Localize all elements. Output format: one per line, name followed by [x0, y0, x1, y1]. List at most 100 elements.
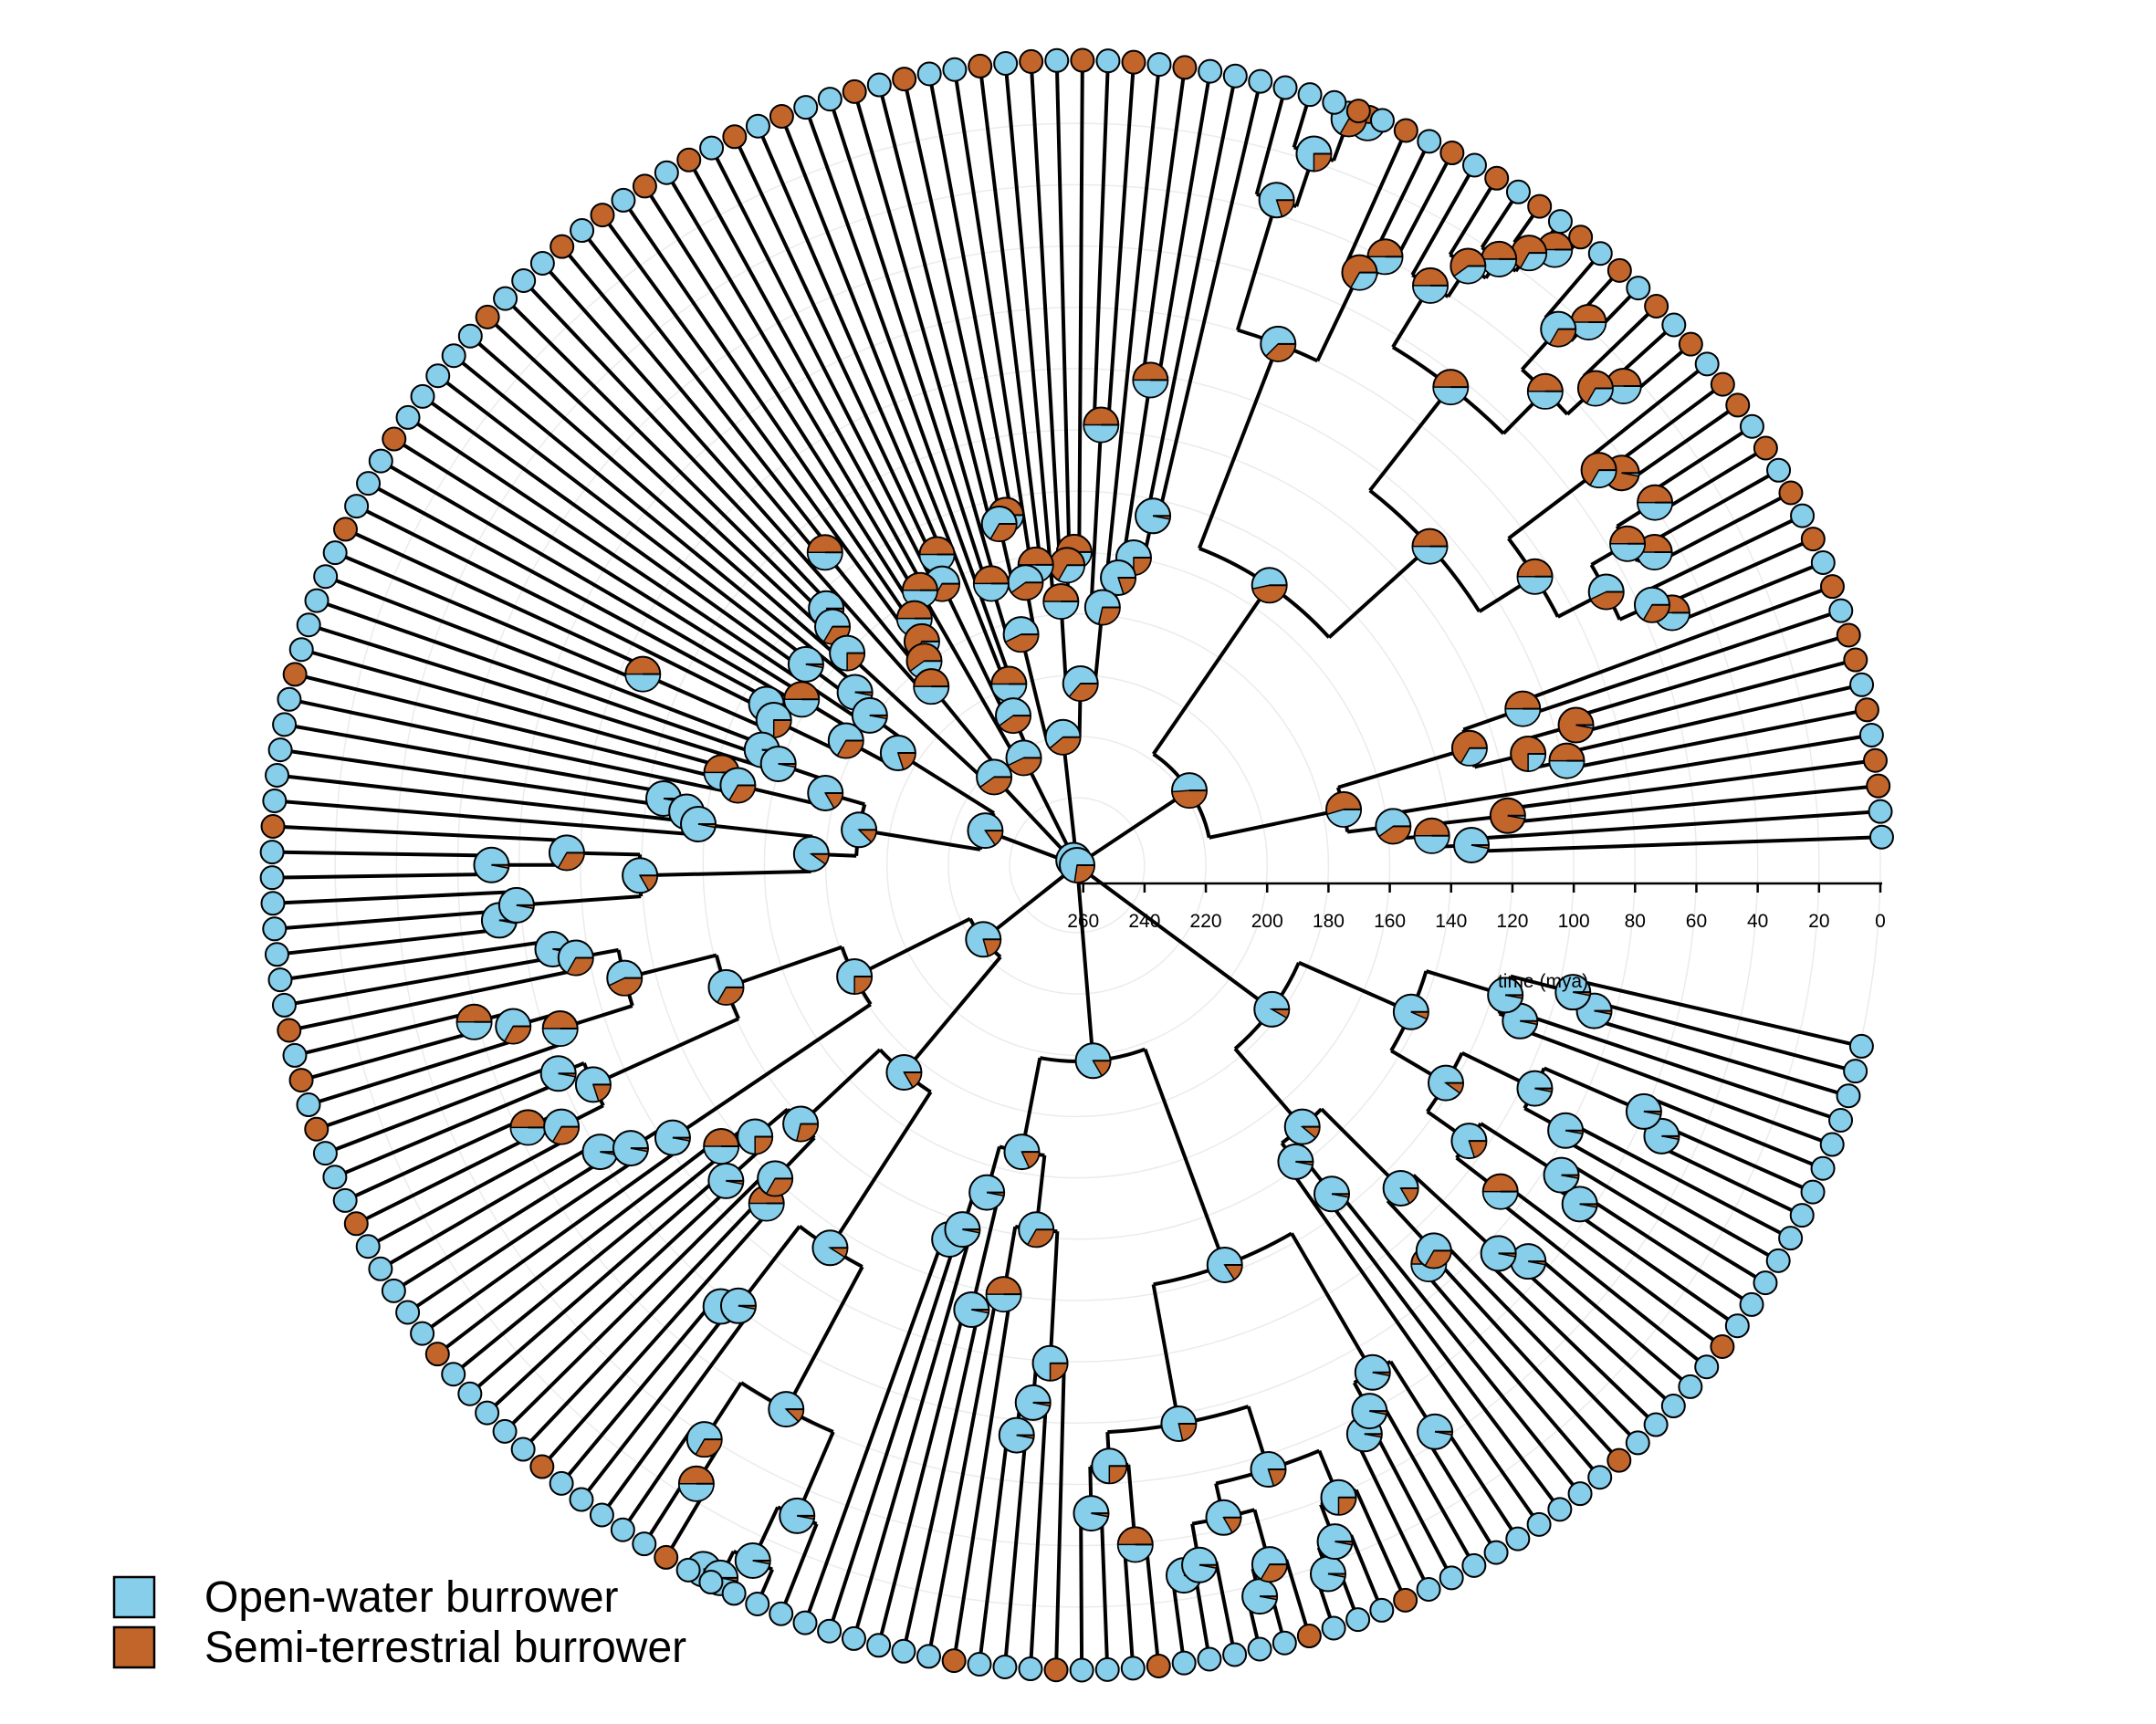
branch — [581, 230, 832, 550]
tip-state — [529, 1454, 555, 1479]
branch — [274, 872, 492, 880]
branch — [286, 723, 665, 794]
branch — [1140, 68, 1187, 380]
tip-state — [745, 1591, 770, 1616]
tip-state — [343, 1211, 369, 1237]
tip-state — [272, 712, 298, 737]
pie-slice — [1527, 391, 1564, 410]
pie-slice — [1548, 759, 1586, 779]
tip-state — [1810, 549, 1836, 575]
axis-tick-label: 80 — [1625, 911, 1646, 932]
branch — [1048, 1231, 1060, 1364]
branch — [1504, 1183, 1722, 1347]
tip-state — [1146, 52, 1172, 78]
branch — [1286, 1165, 1540, 1524]
pie-slice — [903, 1071, 923, 1089]
pie-slice — [1171, 789, 1208, 809]
branch — [829, 99, 989, 586]
tip-state — [441, 343, 466, 369]
axis-tick-label: 40 — [1747, 911, 1768, 932]
branch — [644, 186, 920, 617]
pie-slice — [989, 523, 1018, 542]
branch — [1433, 1257, 1619, 1461]
tip-state — [1800, 527, 1826, 552]
tip-states — [259, 47, 1894, 1683]
branch — [1021, 757, 1076, 861]
branch — [1209, 807, 1345, 840]
tip-state — [942, 57, 968, 82]
tip-state — [259, 840, 285, 865]
tip-state — [1484, 165, 1510, 191]
branch — [1648, 425, 1752, 496]
branch — [1544, 253, 1601, 319]
tip-state — [1789, 1203, 1815, 1228]
branch — [982, 863, 1079, 941]
branch — [1344, 131, 1408, 267]
branch — [1075, 864, 1095, 1061]
tip-state — [332, 1187, 358, 1213]
branch — [1143, 1048, 1227, 1266]
tip-state — [1526, 1511, 1552, 1537]
tip-state — [312, 1141, 338, 1166]
tip-state — [1587, 1465, 1613, 1490]
pie-slice — [703, 1145, 739, 1165]
branch — [969, 1195, 1001, 1311]
branch — [1235, 199, 1279, 331]
tip-state — [1766, 457, 1792, 483]
branch — [581, 1311, 729, 1499]
tip-state — [941, 1648, 967, 1674]
branch — [784, 1266, 864, 1411]
branch — [1656, 1144, 1802, 1217]
branch — [1448, 178, 1498, 256]
branch — [1627, 404, 1738, 484]
time-ring — [395, 183, 1759, 1547]
tip-state — [1393, 118, 1418, 143]
tip-state — [1527, 193, 1553, 219]
pie-slice — [783, 698, 820, 717]
pie-slice — [1589, 590, 1625, 611]
time-axis-ticks: 260 240 220 200 180 160 140 120 100 80 60 40 20 0 — [1067, 883, 1886, 932]
branch — [1214, 1561, 1237, 1654]
tip-state — [1222, 63, 1248, 89]
pie-slice — [1519, 252, 1547, 271]
tip-state — [457, 1381, 483, 1406]
branch — [1648, 469, 1778, 545]
tip-state — [676, 147, 702, 172]
tip-state — [892, 67, 917, 92]
pie-slice — [1057, 564, 1085, 584]
pie-slice — [1275, 199, 1295, 218]
branch — [1003, 1436, 1028, 1666]
branch — [346, 528, 647, 669]
branch — [1054, 1364, 1066, 1668]
tip-state — [1070, 47, 1095, 73]
branch — [408, 1157, 639, 1313]
branch — [1354, 1437, 1430, 1589]
tip-state — [1710, 371, 1735, 397]
tip-state — [1694, 1354, 1720, 1380]
tip-state — [1296, 1624, 1322, 1649]
branch — [1508, 784, 1877, 825]
pie-slice — [795, 1123, 819, 1143]
branch — [1089, 424, 1104, 607]
tip-state — [1198, 58, 1223, 84]
pie-slice — [1349, 271, 1378, 291]
tip-state — [368, 1256, 393, 1281]
tip-state — [654, 1544, 679, 1570]
branch — [1648, 1096, 1822, 1170]
tip-state — [891, 1638, 916, 1664]
tip-state — [410, 383, 435, 409]
tip-state — [570, 218, 595, 244]
branch — [1075, 789, 1191, 867]
tip-state — [1863, 747, 1889, 773]
branch — [1665, 1124, 1813, 1194]
tip-state — [654, 160, 679, 185]
tip-state — [1171, 1650, 1197, 1676]
legend-label-open-water: Open-water burrower — [204, 1573, 619, 1622]
branch — [1156, 72, 1212, 382]
branch — [710, 149, 937, 589]
pie-slice — [913, 685, 950, 705]
branch — [454, 355, 861, 689]
pie-slice — [784, 1408, 805, 1423]
tip-state — [322, 540, 348, 566]
legend-swatch-open-water — [112, 1575, 156, 1619]
